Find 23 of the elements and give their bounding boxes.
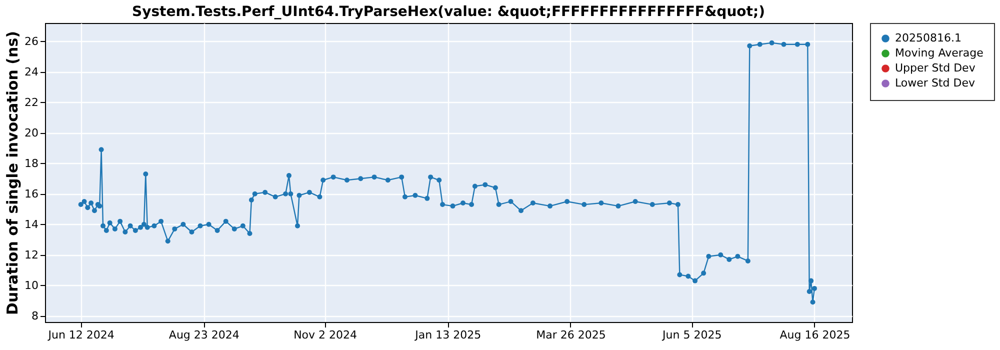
y-tick-label: 16 xyxy=(24,187,38,200)
x-tick-label: Mar 26 2025 xyxy=(536,328,606,342)
y-tick-label: 24 xyxy=(24,65,38,78)
y-tick-label: 20 xyxy=(24,126,38,140)
x-tick-label: Jun 12 2024 xyxy=(47,328,114,342)
x-tick-label: Aug 23 2024 xyxy=(168,328,240,342)
legend-label: 20250816.1 xyxy=(895,32,962,44)
y-tick-label: 10 xyxy=(24,278,38,292)
legend-label: Moving Average xyxy=(895,46,984,60)
x-tick-label: Jun 5 2025 xyxy=(662,328,722,342)
legend-label: Lower Std Dev xyxy=(895,76,976,90)
y-axis-title: Duration of single invocation (ns) xyxy=(4,31,22,315)
x-tick-label: Jan 13 2025 xyxy=(414,328,482,342)
y-tick-label: 14 xyxy=(24,218,38,231)
y-tick-label: 18 xyxy=(24,156,38,170)
y-tick-label: 26 xyxy=(24,34,38,48)
chart-title: System.Tests.Perf_UInt64.TryParseHex(value: &quot;FFFFFFFFFFFFFFFF&quot;) xyxy=(132,4,765,20)
y-tick-label: 12 xyxy=(24,248,38,262)
x-tick-label: Aug 16 2025 xyxy=(780,328,850,342)
y-tick-label: 22 xyxy=(24,96,38,109)
legend-label: Upper Std Dev xyxy=(895,62,976,74)
x-tick-label: Nov 2 2024 xyxy=(294,328,358,342)
y-tick-label: 8 xyxy=(32,309,38,322)
